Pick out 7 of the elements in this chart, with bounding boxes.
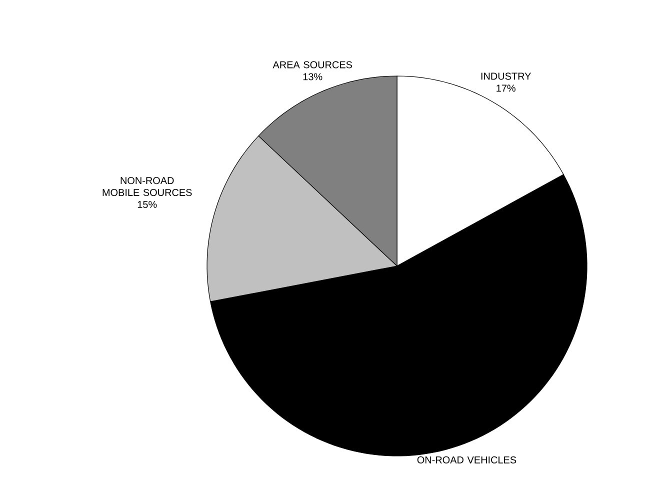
slice-label: INDUSTRY	[481, 72, 531, 80]
data-label: 17%	[496, 84, 516, 92]
slice-label: ON-ROAD VEHICLES	[417, 456, 516, 464]
data-label: 15%	[138, 200, 157, 208]
data-label: 13%	[303, 73, 322, 80]
slice-label: NON-ROAD MOBILE SOURCES	[102, 177, 192, 196]
slice-label: AREA SOURCES	[272, 61, 352, 68]
